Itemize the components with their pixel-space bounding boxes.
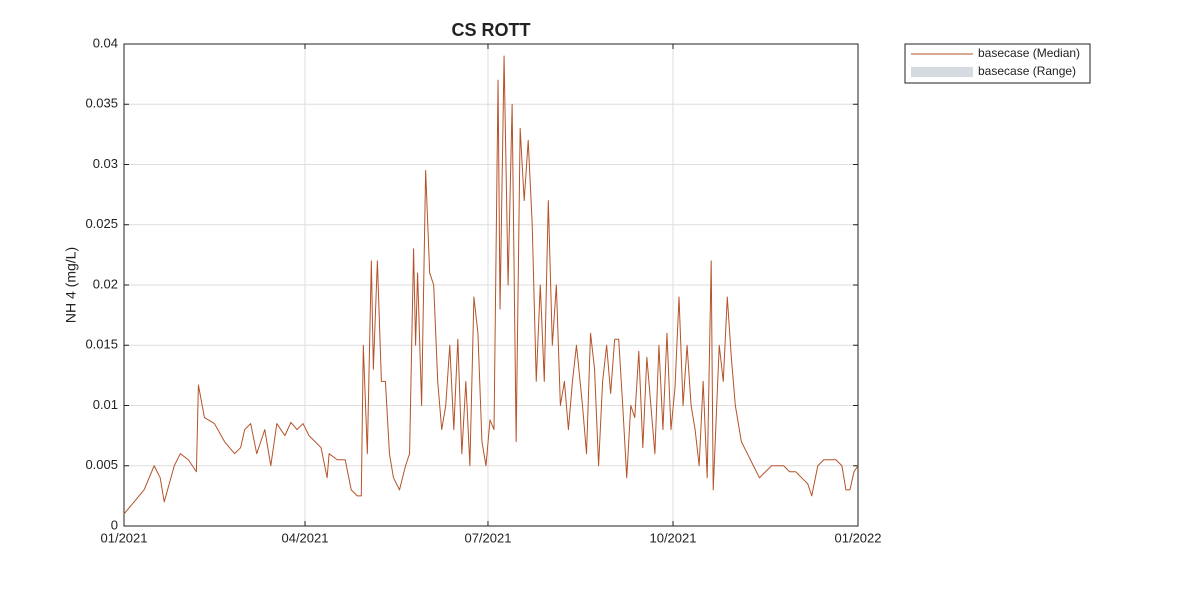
legend-label: basecase (Median) xyxy=(978,46,1080,60)
legend-swatch xyxy=(911,67,973,77)
legend-label: basecase (Range) xyxy=(978,64,1076,78)
x-tick-label: 04/2021 xyxy=(281,530,328,545)
x-tick-label: 07/2021 xyxy=(464,530,511,545)
chart-title: CS ROTT xyxy=(452,20,531,40)
y-axis-label: NH 4 (mg/L) xyxy=(63,247,79,323)
x-tick-label: 10/2021 xyxy=(649,530,696,545)
x-tick-label: 01/2022 xyxy=(835,530,882,545)
y-tick-label: 0.005 xyxy=(85,457,118,472)
y-tick-label: 0 xyxy=(111,517,118,532)
data-line xyxy=(123,55,859,515)
plot-frame xyxy=(123,43,859,527)
y-tick-label: 0.02 xyxy=(93,276,118,291)
y-tick-label: 0.025 xyxy=(85,216,118,231)
y-tick-label: 0.01 xyxy=(93,397,118,412)
y-tick-label: 0.035 xyxy=(85,96,118,111)
y-tick-label: 0.04 xyxy=(93,35,118,50)
y-tick-label: 0.015 xyxy=(85,337,118,352)
x-tick-label: 01/2021 xyxy=(101,530,148,545)
y-tick-label: 0.03 xyxy=(93,156,118,171)
